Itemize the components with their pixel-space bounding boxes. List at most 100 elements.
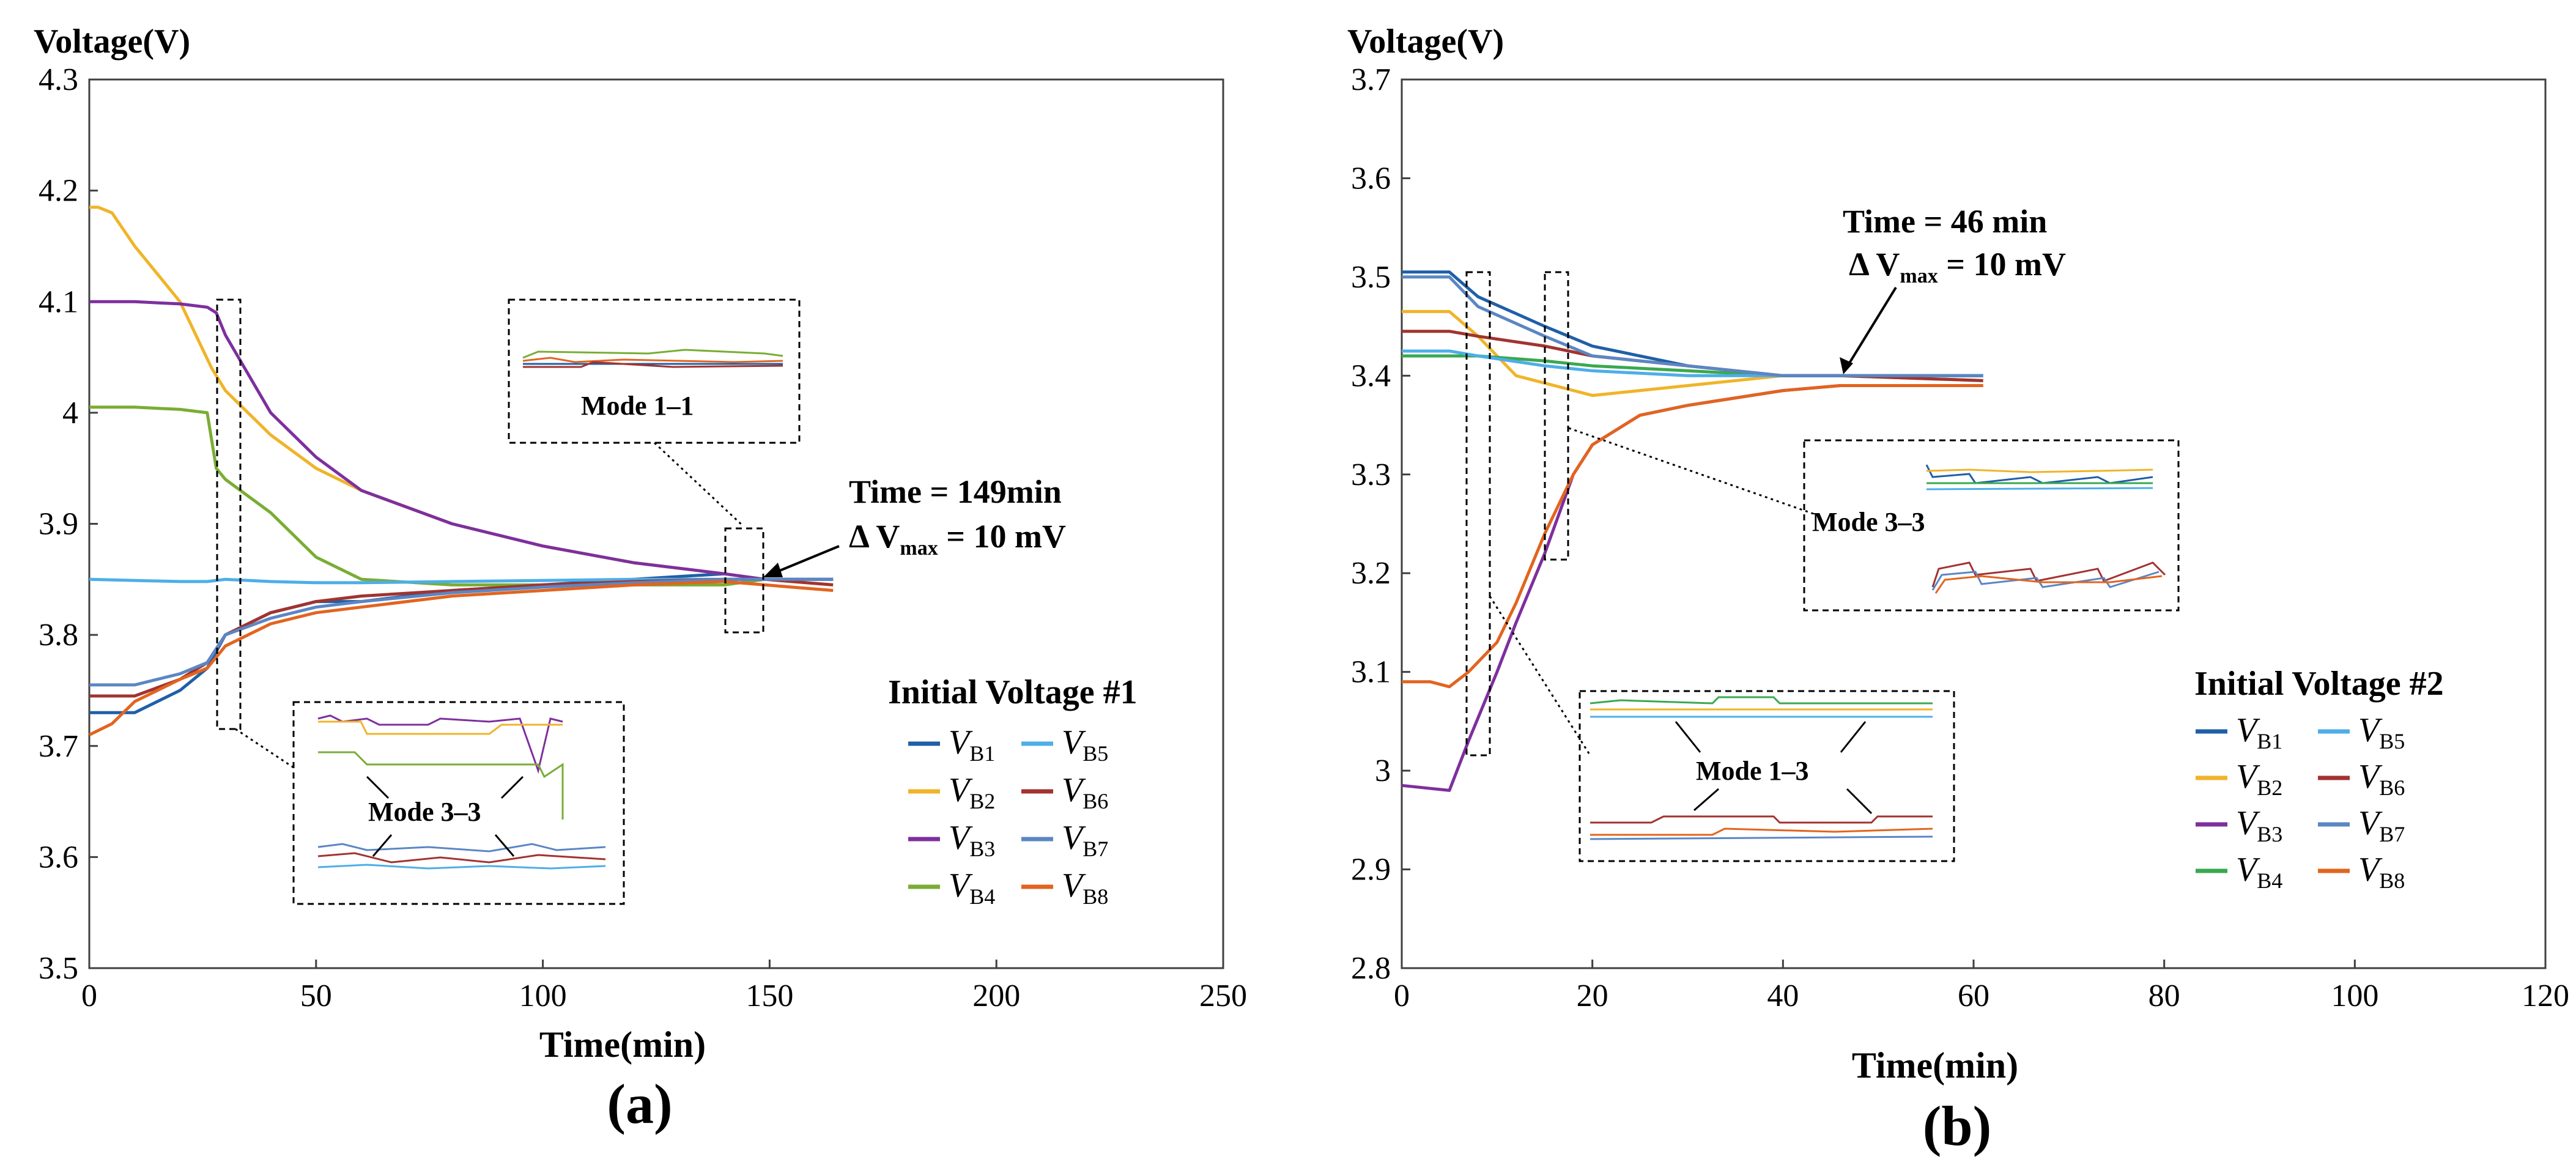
chart-a-xtick-label: 150 — [746, 979, 793, 1013]
inset-b13-trace-5 — [1590, 827, 1933, 836]
chart-a-xtick-label: 50 — [300, 979, 332, 1013]
inset-b33-trace-2 — [1926, 468, 2153, 473]
inset-b13-arrow-3 — [1693, 788, 1719, 812]
inset-b13-arrow-2 — [1840, 721, 1867, 753]
chart-a-legend-label-b7: VB7 — [1062, 819, 1108, 861]
chart-b-ytick-label: 3.3 — [1351, 457, 1391, 492]
inset-b33-connector — [1568, 427, 1814, 515]
chart-b-annotation-dv: Δ Vmax = 10 mV — [1849, 246, 2066, 287]
inset-b33-trace-6 — [1931, 571, 2160, 591]
inset-mode33-arrow-4 — [494, 834, 515, 857]
chart-a-ytick-label: 4.2 — [39, 174, 78, 209]
inset-mode33-trace-2 — [318, 720, 563, 735]
chart-a: Voltage(V) 0 50 100 150 200 250 3.5 3.6 3.7 3.8 3.… — [34, 23, 1247, 1135]
chart-b-ytick-label: 2.8 — [1351, 951, 1391, 986]
chart-b-xtick-label: 0 — [1394, 979, 1410, 1013]
inset-mode33-arrow-3 — [372, 834, 393, 857]
chart-a-ytick-label: 3.6 — [39, 840, 78, 875]
chart-a-ytick-label: 3.8 — [39, 618, 78, 653]
chart-b-ytick-label: 2.9 — [1351, 853, 1391, 887]
chart-a-series-b4 — [89, 405, 834, 587]
chart-b-annotation: Time = 46 min Δ Vmax = 10 mV — [1840, 203, 2066, 374]
inset-b13-frame — [1579, 690, 1955, 862]
chart-a-annotation: Time = 149min Δ Vmax = 10 mV — [763, 473, 1066, 577]
chart-b-ytick-label: 3.5 — [1351, 260, 1391, 295]
inset-b13-arrow-4 — [1846, 788, 1873, 815]
chart-a-xtick-label: 100 — [519, 979, 567, 1013]
chart-a-plot-area — [88, 78, 1224, 969]
chart-a-legend-label-b5: VB5 — [1062, 723, 1108, 766]
inset-b13-label: Mode 1–3 — [1696, 756, 1809, 786]
chart-b-panel-label: (b) — [1923, 1095, 1991, 1157]
chart-b-legend-label-b6: VB6 — [2358, 758, 2405, 800]
inset-mode33-trace-4 — [317, 843, 606, 853]
chart-b-dv-prefix: Δ V — [1849, 246, 1900, 283]
inset-b33-trace-5 — [1931, 561, 2166, 588]
chart-b-ytick-label: 3 — [1375, 753, 1391, 788]
chart-b-dv-sub: max — [1900, 265, 1938, 287]
chart-b-xtick-label: 120 — [2522, 979, 2569, 1013]
chart-a-legend-label-b4: VB4 — [949, 867, 995, 909]
chart-b-xlabel: Time(min) — [1852, 1045, 2018, 1086]
inset-mode11-trace-4 — [523, 361, 783, 368]
inset-b33-label: Mode 3–3 — [1812, 507, 1925, 537]
inset-mode11-label: Mode 1–1 — [581, 391, 694, 421]
inset-mode33-arrow-1 — [366, 775, 390, 799]
chart-a-highlight-mode11 — [724, 527, 764, 634]
chart-a-legend-label-b2: VB2 — [949, 771, 995, 813]
chart-a-xlabel: Time(min) — [539, 1024, 706, 1065]
inset-mode11-frame — [508, 298, 801, 444]
chart-b-ytick-label: 3.2 — [1351, 556, 1391, 591]
chart-b-xtick-label: 80 — [2149, 979, 2180, 1013]
chart-a-series-b3 — [89, 300, 834, 581]
chart-a-xtick-label: 200 — [972, 979, 1020, 1013]
chart-a-legend-title: Initial Voltage #1 — [888, 673, 1138, 711]
chart-b-dv-value: = 10 mV — [1938, 246, 2066, 283]
chart-b-ytick-label: 3.4 — [1351, 358, 1391, 393]
chart-a-dv-prefix: Δ V — [849, 518, 900, 555]
chart-a-annotation-arrowhead — [763, 563, 783, 577]
chart-a-ytick-label: 3.5 — [39, 951, 78, 986]
chart-b-xtick-label: 40 — [1767, 979, 1799, 1013]
chart-a-inset-mode33: Mode 3–3 — [235, 701, 625, 905]
inset-mode33-trace-1 — [317, 714, 563, 774]
chart-a-dv-sub: max — [900, 537, 938, 560]
chart-b-legend-label-b4: VB4 — [2236, 851, 2282, 893]
chart-b-annotation-arrowhead — [1840, 357, 1853, 374]
inset-mode11-connector — [653, 442, 744, 527]
chart-b-ylabel: Voltage(V) — [1347, 23, 1504, 61]
chart-b-xtick-label: 20 — [1577, 979, 1608, 1013]
chart-b-inset-mode13: Mode 1–3 — [1489, 596, 1955, 862]
chart-b-annotation-arrow — [1846, 286, 1897, 368]
inset-b33-trace-4 — [1926, 487, 2153, 490]
inset-b13-trace-6 — [1590, 835, 1933, 840]
chart-b-highlight-mode13 — [1465, 271, 1491, 757]
chart-b-legend-label-b1: VB1 — [2236, 711, 2282, 753]
chart-a-ytick-label: 3.7 — [39, 729, 78, 764]
inset-mode33-trace-5 — [317, 852, 606, 864]
inset-mode33-arrow-2 — [500, 775, 524, 799]
chart-a-ytick-label: 3.9 — [39, 507, 78, 542]
chart-a-ticks: 0 50 100 150 200 250 3.5 3.6 3.7 3.8 3.9 4 4.1 4.2 4.3 — [39, 62, 1247, 1013]
inset-b13-arrow-1 — [1675, 721, 1701, 753]
chart-b-ytick-label: 3.6 — [1351, 161, 1391, 196]
inset-b13-trace-1 — [1590, 696, 1933, 705]
chart-b-legend-label-b8: VB8 — [2358, 851, 2405, 893]
chart-b-ticks: 0 20 40 60 80 100 120 2.8 2.9 3 3.1 3.2 3.3 3.4 3.5 3.6… — [1351, 62, 2569, 1013]
chart-a-series-b8 — [88, 580, 834, 736]
chart-a-annotation-time: Time = 149min — [849, 473, 1062, 510]
chart-a-annotation-arrow — [769, 545, 840, 576]
chart-a-ytick-label: 4.1 — [39, 284, 78, 319]
chart-a-ylabel: Voltage(V) — [34, 23, 190, 61]
chart-a-legend-label-b3: VB3 — [949, 819, 995, 861]
chart-a-legend-label-b1: VB1 — [949, 723, 995, 766]
inset-mode11-trace-2 — [522, 357, 783, 363]
chart-b-inset-mode33: Mode 3–3 — [1568, 427, 2180, 612]
chart-b-legend-label-b5: VB5 — [2358, 711, 2405, 753]
chart-a-xtick-label: 250 — [1199, 979, 1247, 1013]
inset-mode33-trace-6 — [317, 864, 606, 870]
chart-a-legend-label-b6: VB6 — [1062, 771, 1108, 813]
chart-a-panel-label: (a) — [607, 1073, 672, 1135]
